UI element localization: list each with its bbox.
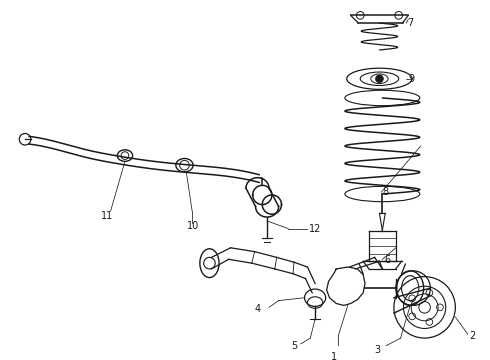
Text: 9: 9 bbox=[408, 74, 415, 84]
Text: 7: 7 bbox=[407, 18, 414, 28]
Text: 8: 8 bbox=[382, 187, 389, 197]
Text: 12: 12 bbox=[309, 224, 322, 234]
Text: 6: 6 bbox=[384, 255, 391, 265]
Text: 4: 4 bbox=[255, 304, 261, 314]
Text: 5: 5 bbox=[291, 341, 297, 351]
Text: 2: 2 bbox=[469, 331, 475, 341]
Text: 1: 1 bbox=[330, 352, 337, 360]
Text: 11: 11 bbox=[101, 211, 113, 221]
Text: 3: 3 bbox=[375, 345, 381, 355]
Text: 10: 10 bbox=[187, 221, 199, 231]
Circle shape bbox=[376, 75, 383, 82]
